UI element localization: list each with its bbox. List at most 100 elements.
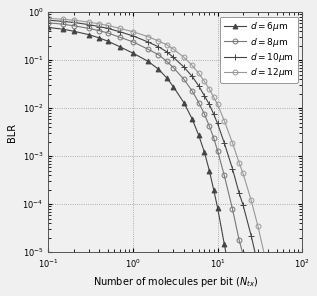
$d = 6\mu$m xyxy=(190,117,194,120)
$d = 10\mu$m xyxy=(72,21,76,24)
$d = 8\mu$m xyxy=(222,173,226,177)
$d = 10\mu$m xyxy=(190,75,194,78)
$d = 12\mu$m xyxy=(157,39,160,43)
$d = 12\mu$m xyxy=(241,172,245,175)
$d = 8\mu$m xyxy=(190,89,194,93)
$d = 10\mu$m xyxy=(216,122,219,125)
$d = 12\mu$m xyxy=(182,55,186,59)
$d = 8\mu$m xyxy=(171,66,175,69)
$d = 12\mu$m xyxy=(72,18,76,22)
$d = 8\mu$m xyxy=(207,125,211,128)
Line: $d = 12\mu$m: $d = 12\mu$m xyxy=(46,16,305,296)
$d = 6\mu$m xyxy=(197,134,201,137)
$d = 8\mu$m xyxy=(97,29,101,33)
$d = 10\mu$m xyxy=(207,103,211,106)
$d = 10\mu$m xyxy=(203,94,206,98)
$d = 8\mu$m xyxy=(237,238,241,242)
$d = 12\mu$m xyxy=(267,271,270,274)
$d = 12\mu$m xyxy=(222,119,226,123)
$d = 12\mu$m xyxy=(190,64,194,67)
$d = 6\mu$m xyxy=(47,26,50,29)
$d = 12\mu$m xyxy=(106,24,109,27)
$d = 12\mu$m xyxy=(237,161,241,165)
$d = 8\mu$m xyxy=(249,287,253,291)
$d = 12\mu$m xyxy=(249,199,253,202)
$d = 6\mu$m xyxy=(171,85,175,89)
$d = 8\mu$m xyxy=(241,253,245,256)
$d = 8\mu$m xyxy=(118,36,122,39)
Y-axis label: BLR: BLR xyxy=(7,123,17,142)
$d = 6\mu$m xyxy=(216,206,219,209)
$d = 12\mu$m xyxy=(207,87,211,91)
$d = 10\mu$m xyxy=(87,23,91,26)
$d = 10\mu$m xyxy=(118,30,122,33)
$d = 8\mu$m xyxy=(230,207,234,211)
$d = 10\mu$m xyxy=(197,84,201,88)
$d = 6\mu$m xyxy=(97,36,101,40)
$d = 10\mu$m xyxy=(249,234,253,238)
$d = 6\mu$m xyxy=(61,28,65,31)
$d = 10\mu$m xyxy=(157,45,160,49)
$d = 8\mu$m xyxy=(212,136,216,140)
Legend: $d = 6\mu$m, $d = 8\mu$m, $d = 10\mu$m, $d = 12\mu$m: $d = 6\mu$m, $d = 8\mu$m, $d = 10\mu$m, … xyxy=(220,17,298,83)
$d = 8\mu$m xyxy=(216,149,219,152)
$d = 8\mu$m xyxy=(61,22,65,26)
$d = 6\mu$m xyxy=(87,33,91,36)
$d = 6\mu$m xyxy=(146,59,150,63)
$d = 10\mu$m xyxy=(212,112,216,116)
$d = 10\mu$m xyxy=(182,65,186,69)
Line: $d = 6\mu$m: $d = 6\mu$m xyxy=(46,25,245,296)
$d = 8\mu$m xyxy=(197,101,201,104)
$d = 6\mu$m xyxy=(72,30,76,33)
$d = 12\mu$m xyxy=(197,72,201,75)
$d = 8\mu$m xyxy=(47,21,50,25)
$d = 12\mu$m xyxy=(212,95,216,99)
$d = 12\mu$m xyxy=(97,22,101,26)
$d = 10\mu$m xyxy=(237,192,241,195)
$d = 10\mu$m xyxy=(97,25,101,28)
$d = 8\mu$m xyxy=(131,40,135,44)
$d = 12\mu$m xyxy=(256,224,260,228)
X-axis label: Number of molecules per bit $(N_{tx})$: Number of molecules per bit $(N_{tx})$ xyxy=(93,275,258,289)
$d = 8\mu$m xyxy=(146,47,150,51)
$d = 6\mu$m xyxy=(165,76,169,80)
$d = 8\mu$m xyxy=(157,53,160,57)
$d = 10\mu$m xyxy=(241,203,245,207)
$d = 6\mu$m xyxy=(207,169,211,173)
$d = 10\mu$m xyxy=(230,167,234,170)
$d = 8\mu$m xyxy=(106,31,109,35)
$d = 10\mu$m xyxy=(106,27,109,30)
$d = 8\mu$m xyxy=(165,59,169,63)
$d = 6\mu$m xyxy=(157,67,160,71)
$d = 6\mu$m xyxy=(131,52,135,55)
$d = 12\mu$m xyxy=(47,17,50,20)
$d = 10\mu$m xyxy=(146,40,150,44)
$d = 12\mu$m xyxy=(146,35,150,38)
Line: $d = 8\mu$m: $d = 8\mu$m xyxy=(46,20,279,296)
$d = 12\mu$m xyxy=(203,80,206,83)
$d = 12\mu$m xyxy=(171,47,175,51)
$d = 10\mu$m xyxy=(61,20,65,23)
$d = 8\mu$m xyxy=(203,112,206,116)
$d = 6\mu$m xyxy=(222,242,226,246)
$d = 10\mu$m xyxy=(222,141,226,144)
$d = 10\mu$m xyxy=(256,263,260,266)
$d = 12\mu$m xyxy=(131,30,135,33)
$d = 10\mu$m xyxy=(165,50,169,54)
$d = 12\mu$m xyxy=(230,141,234,144)
Line: $d = 10\mu$m: $d = 10\mu$m xyxy=(45,17,293,296)
$d = 10\mu$m xyxy=(171,55,175,59)
$d = 12\mu$m xyxy=(118,27,122,30)
$d = 12\mu$m xyxy=(87,20,91,24)
$d = 6\mu$m xyxy=(118,45,122,49)
$d = 10\mu$m xyxy=(131,34,135,38)
$d = 6\mu$m xyxy=(212,188,216,192)
$d = 8\mu$m xyxy=(87,27,91,30)
$d = 10\mu$m xyxy=(47,18,50,22)
$d = 8\mu$m xyxy=(72,24,76,28)
$d = 6\mu$m xyxy=(203,151,206,154)
$d = 12\mu$m xyxy=(61,17,65,21)
$d = 6\mu$m xyxy=(230,286,234,290)
$d = 6\mu$m xyxy=(106,39,109,43)
$d = 8\mu$m xyxy=(182,78,186,81)
